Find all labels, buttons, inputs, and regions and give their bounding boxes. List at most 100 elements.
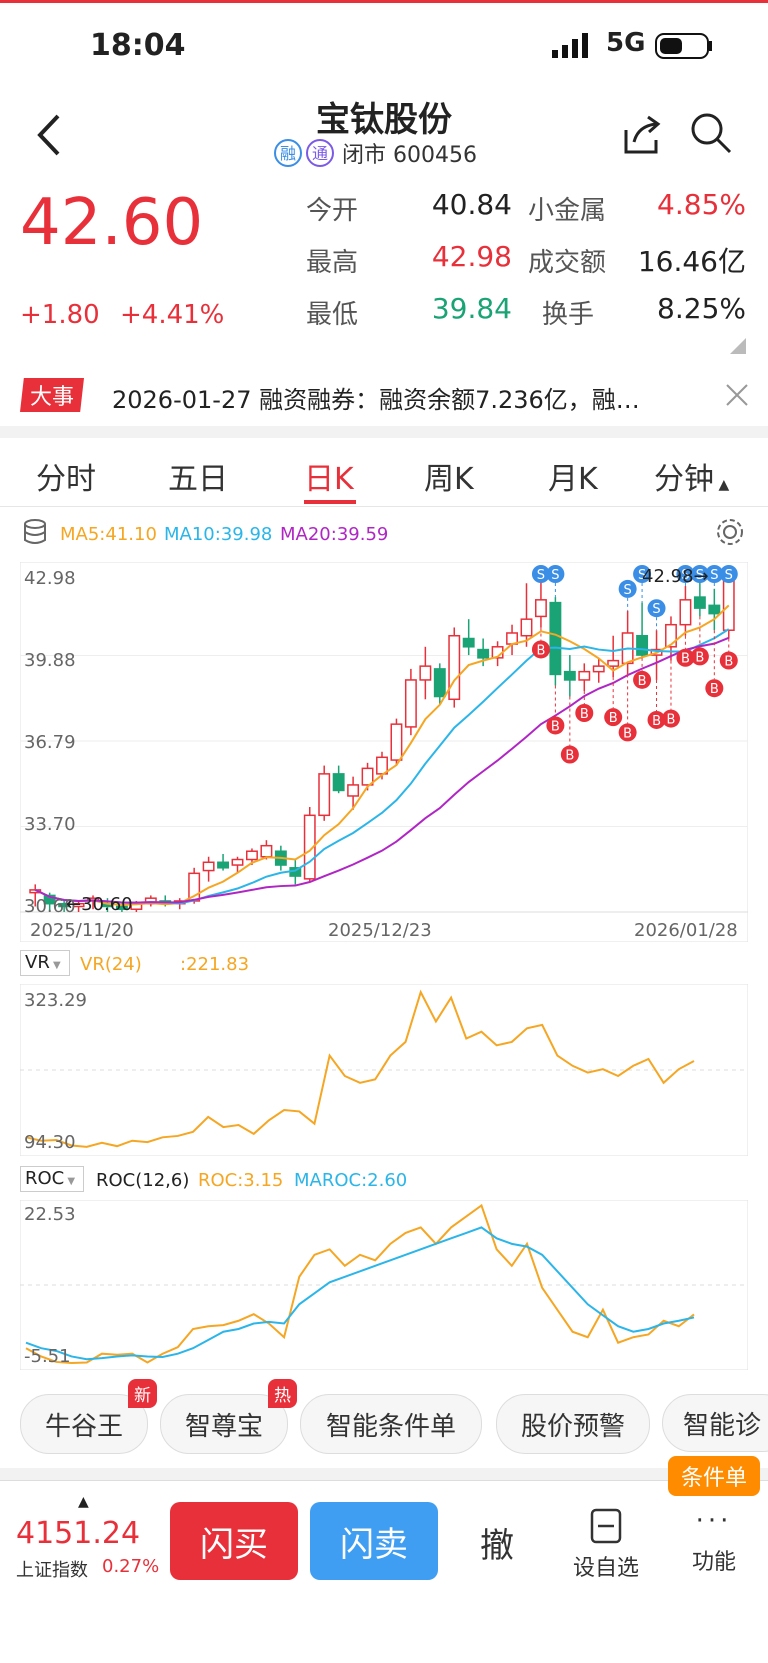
candle-body [43, 894, 56, 905]
settings-button[interactable] [714, 516, 746, 548]
price-change: +1.80 [20, 300, 100, 330]
candle-body [115, 905, 128, 910]
tab-five-day[interactable]: 五日 [168, 462, 228, 497]
top-accent-line [0, 0, 768, 3]
chip-price-alert[interactable]: 股价预警 [496, 1394, 650, 1454]
candle-body [592, 665, 605, 673]
tab-monthly-k[interactable]: 月K [548, 462, 598, 497]
sell-marker [633, 565, 652, 583]
buy-marker-label: B [565, 749, 574, 764]
hot-badge: 热 [268, 1379, 297, 1408]
share-button[interactable] [618, 112, 664, 158]
kline-x-start: 2025/11/20 [30, 920, 134, 941]
candle-body [58, 902, 71, 908]
add-favorite-icon [590, 1508, 622, 1544]
chevron-left-icon [37, 114, 60, 156]
expand-corner-icon[interactable] [730, 338, 746, 354]
search-icon [691, 113, 732, 154]
back-button[interactable] [30, 110, 70, 160]
tab-daily-k[interactable]: 日K [304, 462, 354, 497]
candle-body [72, 902, 85, 908]
kline-y-3: 36.79 [24, 732, 76, 753]
tab-weekly-k[interactable]: 周K [424, 462, 474, 497]
candle-body [563, 670, 576, 681]
chip-smart-order[interactable]: 智能条件单 [300, 1394, 482, 1454]
candle-body [448, 634, 461, 701]
candle-body [578, 670, 591, 681]
tab-intraday[interactable]: 分时 [36, 462, 96, 497]
chip-zhizunbao[interactable]: 智尊宝热 [160, 1379, 297, 1454]
candle-body [520, 618, 533, 637]
gear-icon [717, 519, 743, 545]
vr-line [25, 989, 695, 1148]
ma10-legend: MA10:39.98 [164, 524, 273, 545]
chart-tabs: 分时 五日 日K 周K 月K 分钟 ▲ [0, 440, 768, 507]
candle-body [665, 623, 677, 648]
more-functions-button[interactable]: ··· 功能 [676, 1506, 752, 1586]
cancel-order-button[interactable]: 撤 [480, 1526, 514, 1566]
maroc-value: MAROC:2.60 [294, 1170, 408, 1191]
chip-smart-diagnosis[interactable]: 智能诊 [662, 1394, 768, 1452]
candle-body [433, 668, 446, 698]
index-name: 上证指数 [16, 1560, 88, 1581]
vr-chart[interactable] [20, 984, 748, 1156]
network-label: 5G [606, 28, 646, 58]
sell-marker-label: S [681, 568, 689, 583]
buy-marker-label: B [551, 719, 560, 734]
close-news-button[interactable] [722, 380, 752, 410]
candle-body [708, 604, 721, 615]
condition-order-button[interactable]: 条件单 [668, 1456, 760, 1496]
dropdown-icon: ▼ [64, 1176, 76, 1187]
roc-value: ROC:3.15 [198, 1170, 284, 1191]
candle-body [390, 723, 403, 761]
sell-marker [546, 565, 565, 583]
high-marker: 42.98→ [642, 566, 709, 587]
open-label: 今开 [306, 196, 359, 226]
search-button[interactable] [688, 110, 734, 156]
buy-marker-label: B [710, 682, 719, 697]
close-icon [726, 384, 748, 406]
candle-body [419, 665, 432, 681]
sell-marker-label: S [551, 568, 559, 583]
add-watchlist-button[interactable]: 设自选 [568, 1506, 644, 1586]
sell-marker [676, 565, 695, 583]
roc-selector[interactable]: ROC ▼ [20, 1166, 84, 1192]
ma20-legend: MA20:39.59 [280, 524, 389, 545]
buy-marker [560, 745, 579, 764]
candle-body [636, 634, 649, 656]
flash-sell-button[interactable]: 闪卖 [310, 1502, 438, 1580]
candle-body [549, 601, 562, 676]
sell-marker [618, 579, 637, 598]
tab-minute[interactable]: 分钟 ▲ [654, 454, 729, 498]
share-icon [624, 115, 661, 154]
page-title: 宝钛股份 [316, 100, 452, 140]
roc-chart[interactable] [20, 1200, 748, 1370]
maroc-line [25, 1226, 695, 1361]
kline-y-min: 30.60 [24, 896, 76, 917]
roc-name: ROC(12,6) [96, 1170, 190, 1191]
sell-marker-label: S [725, 568, 733, 583]
margin-tag: 融 [274, 139, 302, 167]
buy-marker-label: B [623, 726, 632, 741]
candle-body [260, 844, 273, 858]
vr-selector[interactable]: VR ▼ [20, 950, 70, 976]
buy-marker [676, 648, 695, 667]
section-divider [0, 426, 768, 438]
caret-up-icon: ▲ [78, 1494, 89, 1510]
vr-name: VR(24) [80, 954, 142, 975]
low-value: 39.84 [431, 292, 512, 325]
candle-body [347, 784, 360, 797]
news-text: 2026-01-27 融资融券：融资余额7.236亿，融… [112, 386, 640, 414]
price-change-pct: +4.41% [120, 300, 225, 330]
chip-niuguwang[interactable]: 牛谷王新 [20, 1379, 157, 1454]
database-icon[interactable] [22, 518, 52, 548]
buy-marker [604, 708, 623, 727]
candle-body [332, 773, 345, 792]
flash-buy-button[interactable]: 闪买 [170, 1502, 298, 1580]
sector-label[interactable]: 小金属 [528, 196, 607, 226]
news-bar[interactable]: 大事 2026-01-27 融资融券：融资余额7.236亿，融… [0, 366, 768, 426]
candle-body [477, 648, 490, 659]
candle-body [679, 599, 692, 626]
index-value[interactable]: 4151.24 [16, 1516, 141, 1551]
